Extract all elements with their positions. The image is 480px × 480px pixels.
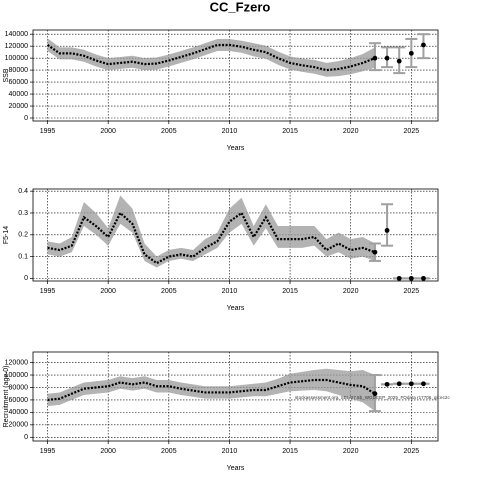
y-tick-label: 120000 xyxy=(5,359,28,366)
y-tick-label: 60000 xyxy=(9,79,29,86)
y-tick-label: 40000 xyxy=(9,91,29,98)
y-tick-label: 100000 xyxy=(5,55,28,62)
y-axis-label: SSB xyxy=(3,68,10,82)
projection-point xyxy=(408,50,414,56)
projection-point xyxy=(372,249,378,255)
confidence-band xyxy=(47,368,375,412)
x-tick-label: 2015 xyxy=(282,288,298,295)
x-tick-label: 2025 xyxy=(404,448,420,455)
y-tick-label: 0.2 xyxy=(18,232,28,239)
y-tick-label: 0 xyxy=(24,275,28,282)
estimate-line xyxy=(47,211,376,265)
y-tick-label: 80000 xyxy=(9,384,29,391)
projection-point xyxy=(408,381,414,387)
chart-title: CC_Fzero xyxy=(210,0,271,14)
x-tick-label: 2020 xyxy=(343,288,359,295)
projection-point xyxy=(372,391,378,397)
x-tick-label: 2000 xyxy=(100,288,116,295)
x-tick-label: 2020 xyxy=(343,448,359,455)
plot-frame xyxy=(32,29,439,122)
y-tick-label: 0.3 xyxy=(18,210,28,217)
estimate-line xyxy=(46,43,376,72)
x-tick-label: 2000 xyxy=(100,128,116,135)
estimate-line xyxy=(47,378,376,402)
y-tick-label: 0.1 xyxy=(18,253,28,260)
projection-point xyxy=(421,381,426,387)
y-tick-label: 120000 xyxy=(5,43,28,50)
x-tick-label: 2010 xyxy=(222,448,238,455)
projection-point xyxy=(384,228,390,233)
y-tick-label: 140000 xyxy=(5,31,28,38)
projection-point xyxy=(384,381,390,387)
y-tick-label: 60000 xyxy=(9,397,29,404)
plot-frame xyxy=(32,351,439,442)
projection-point xyxy=(396,275,402,281)
y-tick-label: 20000 xyxy=(9,103,29,110)
x-tick-label: 2015 xyxy=(282,448,298,455)
annotation: stockassessment.org, SBL/27.6b_WGDEEP_20… xyxy=(295,395,450,400)
projection-point xyxy=(372,55,378,61)
x-axis-label: Years xyxy=(227,465,245,472)
projection-point xyxy=(421,42,426,48)
y-tick-label: 0 xyxy=(24,115,28,122)
x-tick-label: 2025 xyxy=(404,128,420,135)
x-tick-label: 2005 xyxy=(161,288,177,295)
plot-frame xyxy=(32,188,439,282)
y-tick-label: 80000 xyxy=(9,67,29,74)
x-tick-label: 1995 xyxy=(40,288,56,295)
projection-point xyxy=(396,58,402,64)
x-tick-label: 2010 xyxy=(222,288,238,295)
x-tick-label: 2000 xyxy=(100,448,116,455)
projection-point xyxy=(421,275,426,281)
y-axis-label: Recruitment (age 0) xyxy=(3,366,10,428)
confidence-band xyxy=(47,195,375,268)
y-tick-label: 0 xyxy=(24,434,28,441)
x-tick-label: 2025 xyxy=(404,288,420,295)
x-axis-label: Years xyxy=(227,145,245,152)
x-tick-label: 2005 xyxy=(161,448,177,455)
confidence-band xyxy=(47,38,375,77)
x-tick-label: 1995 xyxy=(40,448,56,455)
y-tick-label: 20000 xyxy=(9,422,29,429)
y-tick-label: 0.4 xyxy=(18,188,28,195)
x-tick-label: 2005 xyxy=(161,128,177,135)
projection-point xyxy=(384,55,390,61)
x-tick-label: 2015 xyxy=(282,128,298,135)
y-tick-label: 100000 xyxy=(5,372,28,379)
x-tick-label: 1995 xyxy=(40,128,56,135)
projection-point xyxy=(408,275,414,281)
x-axis-label: Years xyxy=(227,305,245,312)
y-axis-label: F5-14 xyxy=(3,226,10,244)
projection-point xyxy=(396,381,402,387)
x-tick-label: 2020 xyxy=(343,128,359,135)
y-tick-label: 40000 xyxy=(9,409,29,416)
x-tick-label: 2010 xyxy=(222,128,238,135)
